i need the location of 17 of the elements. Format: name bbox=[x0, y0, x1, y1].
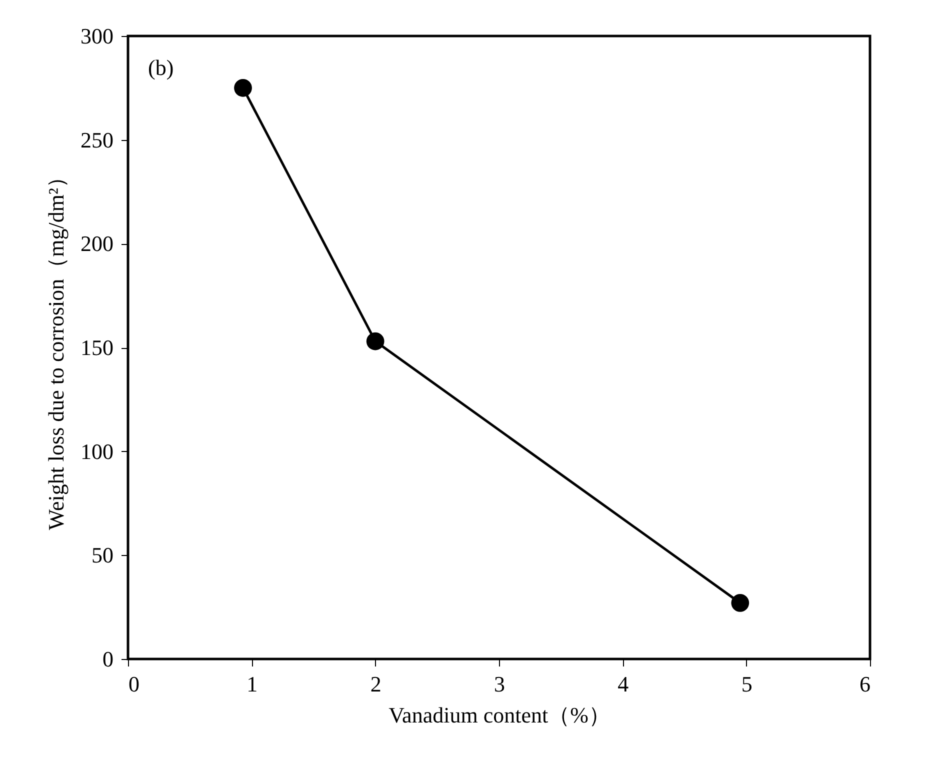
x-tick-label: 1 bbox=[246, 672, 258, 696]
x-tick-label: 5 bbox=[741, 672, 752, 696]
annotation: (b) bbox=[148, 55, 174, 80]
y-tick-label: 150 bbox=[80, 335, 114, 360]
x-tick-label: 3 bbox=[494, 672, 505, 696]
x-tick-label: 2 bbox=[370, 672, 382, 696]
y-tick-label: 0 bbox=[102, 646, 114, 672]
y-tick-label: 50 bbox=[92, 542, 114, 568]
x-tick-label: 0 bbox=[128, 672, 140, 696]
y-tick-label: 100 bbox=[80, 438, 114, 464]
y-tick-label: 300 bbox=[80, 24, 114, 48]
y-tick-label: 200 bbox=[80, 231, 114, 256]
x-tick-label: 4 bbox=[618, 672, 629, 696]
x-axis-title: Vanadium content（%） bbox=[388, 702, 610, 728]
y-axis-title: Weight loss due to corrosion（mg/dm²） bbox=[44, 166, 68, 530]
y-tick-label: 250 bbox=[80, 127, 114, 152]
x-tick-label: 6 bbox=[860, 672, 870, 696]
